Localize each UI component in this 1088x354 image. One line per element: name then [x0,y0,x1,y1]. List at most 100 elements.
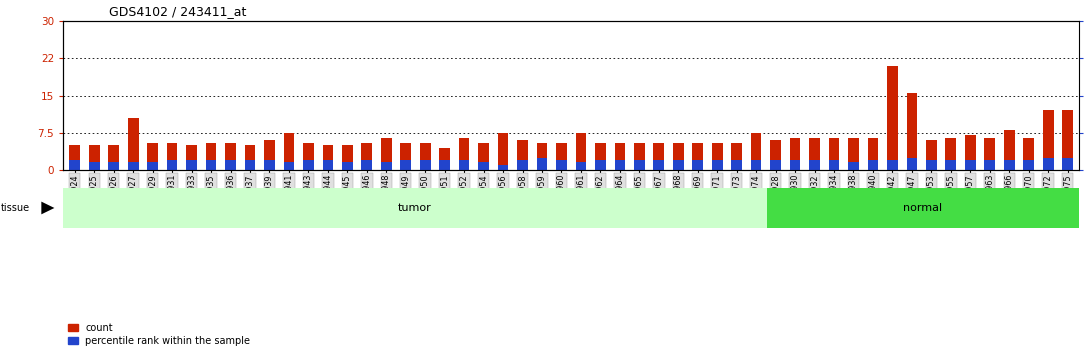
Bar [322,145,333,170]
Bar [284,133,294,170]
Bar [497,133,508,170]
Bar [770,140,781,170]
Bar [479,162,489,170]
Bar [965,135,976,170]
Bar [459,138,470,170]
Bar [770,160,781,170]
Legend: count, percentile rank within the sample: count, percentile rank within the sample [67,323,250,346]
Bar [536,158,547,170]
Bar [829,138,839,170]
Bar [166,143,177,170]
Bar [1042,158,1053,170]
Bar [1004,130,1015,170]
Bar [945,138,956,170]
Bar [440,160,450,170]
Bar [926,140,937,170]
Bar [965,160,976,170]
Bar [790,138,801,170]
Bar [342,145,353,170]
Bar [595,143,606,170]
Bar [186,160,197,170]
Bar [654,143,664,170]
Bar [147,143,158,170]
Bar [867,138,878,170]
Bar [225,143,236,170]
Bar [731,143,742,170]
Bar [381,138,392,170]
Bar [576,133,586,170]
Bar [985,160,996,170]
Bar [206,143,217,170]
Bar [1024,138,1034,170]
Bar [400,160,411,170]
Bar [595,160,606,170]
Bar [381,162,392,170]
Bar [751,160,762,170]
Bar [127,162,138,170]
Bar [186,145,197,170]
Bar [147,162,158,170]
Bar [517,160,528,170]
Bar [576,162,586,170]
Bar [712,160,722,170]
Bar [731,160,742,170]
Bar [906,158,917,170]
Bar [692,143,703,170]
Bar [304,143,313,170]
Text: tissue: tissue [1,203,30,213]
Bar [420,143,431,170]
Bar [264,160,275,170]
Bar [926,160,937,170]
Bar [945,160,956,170]
Bar [672,160,683,170]
Bar [867,160,878,170]
Bar [1062,110,1073,170]
Bar [440,148,450,170]
Bar [479,143,489,170]
Bar [692,160,703,170]
Bar [1042,110,1053,170]
Bar [672,143,683,170]
Bar [1062,158,1073,170]
Bar [284,162,294,170]
Bar [89,162,100,170]
Bar [322,160,333,170]
Bar [304,160,313,170]
Bar [809,160,820,170]
Bar [245,145,256,170]
Bar [361,160,372,170]
Bar [70,160,81,170]
Bar [985,138,996,170]
Bar [712,143,722,170]
Bar [109,162,119,170]
Bar [809,138,820,170]
Bar [400,143,411,170]
Bar [829,160,839,170]
Bar [517,140,528,170]
Bar [615,160,626,170]
Bar [849,138,858,170]
Bar [556,160,567,170]
Text: GDS4102 / 243411_at: GDS4102 / 243411_at [109,5,246,18]
Bar [245,160,256,170]
Bar [887,160,898,170]
Bar [420,160,431,170]
Bar [1004,160,1015,170]
Bar [361,143,372,170]
Bar [70,145,81,170]
Bar [634,160,645,170]
Bar [1024,160,1034,170]
Bar [556,143,567,170]
Bar [342,162,353,170]
Bar [906,93,917,170]
Bar [536,143,547,170]
Bar [887,66,898,170]
Bar [127,118,138,170]
Bar [849,162,858,170]
Bar [790,160,801,170]
Bar [206,160,217,170]
Bar [615,143,626,170]
Text: normal: normal [903,203,942,213]
Bar [109,145,119,170]
Bar [751,133,762,170]
